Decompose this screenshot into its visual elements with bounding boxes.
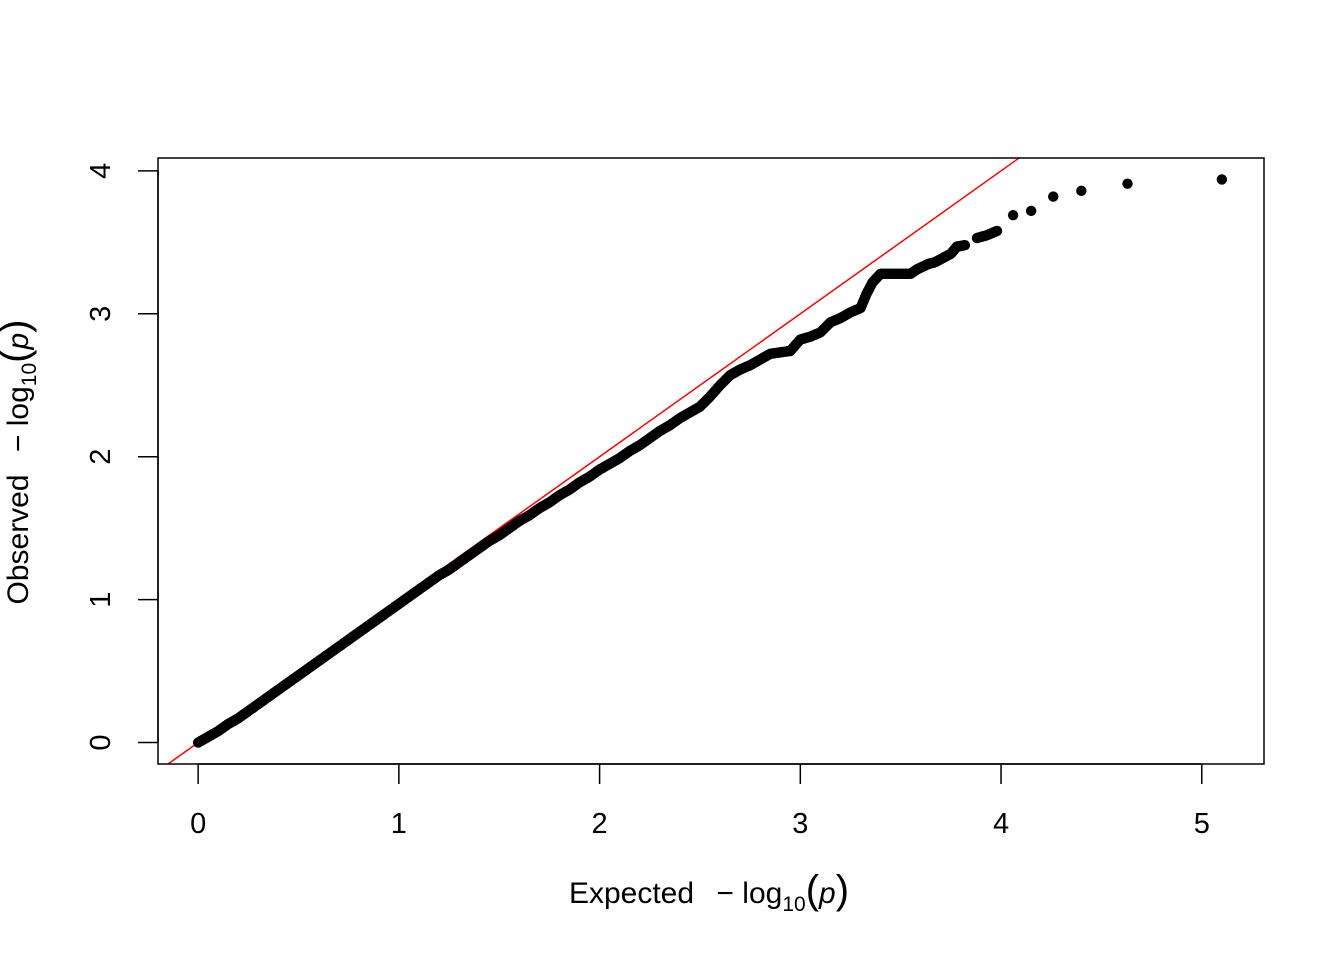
plot-area — [157, 157, 1265, 765]
y-tick-label: 2 — [85, 449, 117, 465]
x-tick-label: 5 — [1194, 808, 1210, 840]
x-tick-label: 3 — [792, 808, 808, 840]
data-point — [959, 239, 971, 251]
y-tick-label: 4 — [85, 163, 117, 179]
x-tick-label: 4 — [993, 808, 1009, 840]
data-point — [1048, 191, 1059, 202]
point-series — [192, 174, 1228, 748]
y-tick-label: 0 — [85, 734, 117, 750]
data-point — [991, 225, 1003, 237]
x-axis: 0 1 2 3 4 5 — [190, 763, 1210, 840]
x-tick-label: 2 — [592, 808, 608, 840]
data-point — [1076, 185, 1087, 197]
data-point — [1122, 178, 1133, 189]
data-point — [1025, 205, 1037, 217]
data-point — [1007, 209, 1019, 221]
data-point — [1216, 174, 1228, 185]
y-axis-label: Observed − log10(p) — [0, 319, 41, 604]
x-axis-label: Expected − log10(p) — [569, 868, 849, 916]
x-tick-label: 1 — [391, 808, 407, 840]
y-tick-label: 1 — [85, 592, 117, 608]
plot-frame — [157, 157, 1265, 765]
y-tick-label: 3 — [85, 306, 117, 322]
x-tick-label: 0 — [190, 808, 206, 840]
y-axis: 0 1 2 3 4 — [85, 163, 159, 751]
